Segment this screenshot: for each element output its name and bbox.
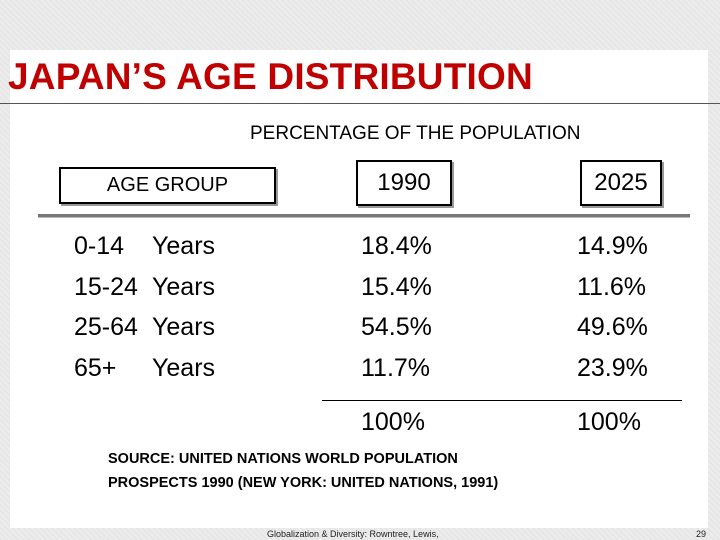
header-2025: 2025 — [580, 160, 662, 206]
table-row: 25-64 Years — [74, 307, 215, 348]
value-2025: 49.6% — [577, 313, 648, 342]
page-number: 29 — [696, 529, 707, 539]
header-divider — [38, 214, 690, 218]
age-unit-label: Years — [152, 354, 216, 383]
source-citation: SOURCE: UNITED NATIONS WORLD POPULATION … — [108, 447, 498, 495]
table-row: 15-24 Years — [74, 267, 215, 308]
age-group-label: 65+ — [74, 354, 117, 383]
age-group-label: 25-64 — [74, 313, 138, 342]
value-2025: 14.9% — [577, 232, 648, 260]
source-line: SOURCE: UNITED NATIONS WORLD POPULATION — [108, 451, 458, 467]
table-row: 65+ Years — [74, 348, 215, 389]
age-unit-label: Years — [152, 313, 216, 342]
column-1990: 18.4% 15.4% 54.5% 11.7% — [361, 226, 432, 389]
value-1990: 18.4% — [361, 232, 432, 260]
total-2025: 100% — [577, 408, 641, 436]
table-row: 0-14 Years — [74, 226, 215, 267]
total-1990: 100% — [361, 408, 425, 436]
column-2025: 14.9% 11.6% 49.6% 23.9% — [577, 226, 648, 389]
age-unit-label: Years — [152, 272, 216, 301]
slide-panel — [10, 50, 708, 528]
value-2025: 11.6% — [577, 272, 647, 301]
age-group-label: 15-24 — [74, 272, 138, 301]
header-1990: 1990 — [356, 160, 452, 206]
slide-title: JAPAN’S AGE DISTRIBUTION — [8, 56, 533, 97]
value-1990: 15.4% — [361, 272, 432, 301]
age-unit-label: Years — [152, 232, 216, 260]
footer-credit: Globalization & Diversity: Rowntree, Lew… — [267, 529, 439, 539]
source-line: PROSPECTS 1990 (NEW YORK: UNITED NATIONS… — [108, 475, 499, 491]
total-divider — [322, 400, 682, 401]
value-2025: 23.9% — [577, 354, 648, 383]
header-age-group: AGE GROUP — [59, 167, 276, 204]
table-subtitle: PERCENTAGE OF THE POPULATION — [250, 123, 581, 144]
age-group-label: 0-14 — [74, 232, 125, 260]
value-1990: 54.5% — [361, 313, 432, 342]
value-1990: 11.7% — [361, 354, 431, 383]
age-group-column: 0-14 Years 15-24 Years 25-64 Years 65+ Years — [74, 226, 215, 389]
title-divider — [0, 103, 720, 104]
